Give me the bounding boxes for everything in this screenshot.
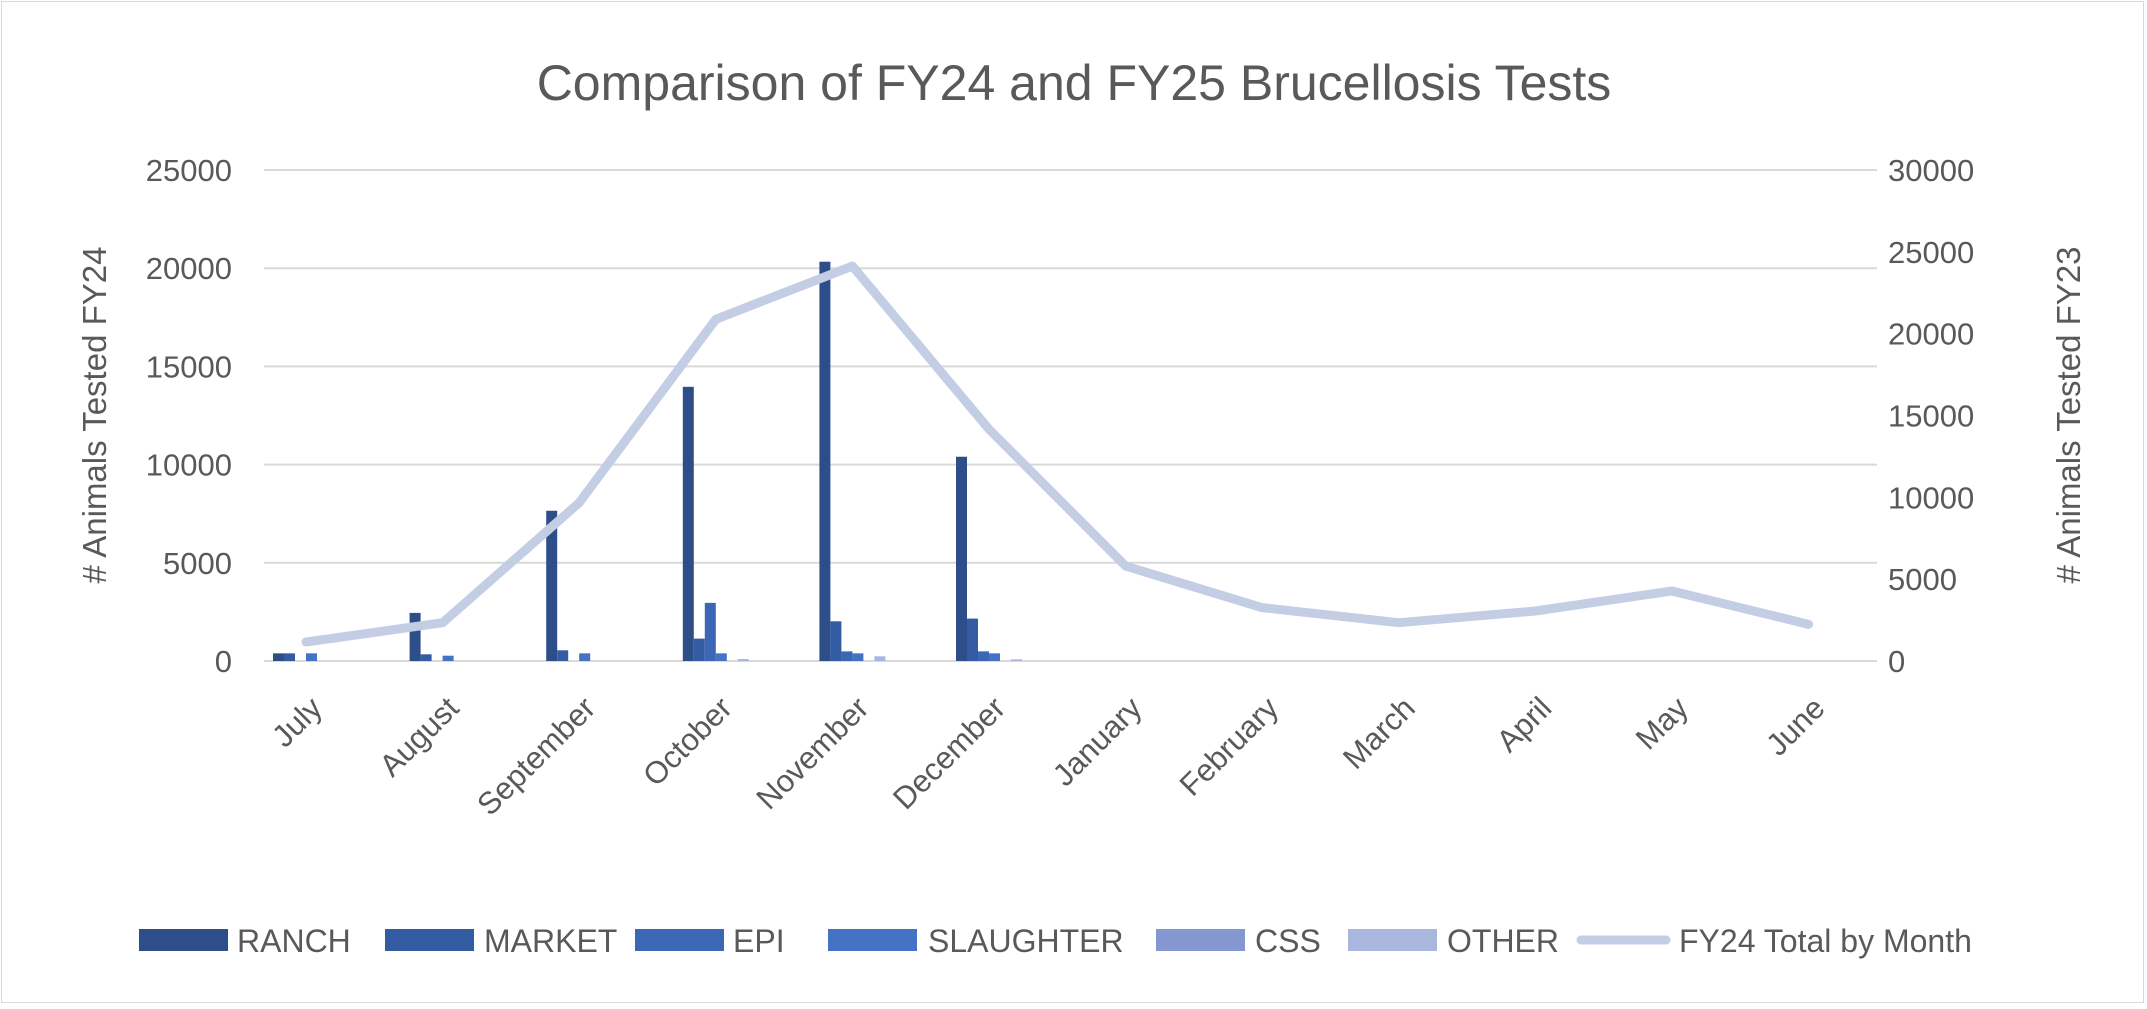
legend-swatch [139, 929, 228, 951]
right-axis-label: # Animals Tested FY23 [2050, 247, 2087, 584]
left-tick-label: 25000 [146, 153, 232, 188]
legend-swatch [1156, 929, 1245, 951]
x-tick-label: February [1173, 690, 1286, 803]
legend-label: OTHER [1447, 923, 1559, 959]
bar-market [967, 619, 978, 661]
x-tick-label: September [470, 690, 602, 822]
bar-other [1011, 659, 1022, 661]
right-tick-label: 30000 [1888, 153, 1974, 188]
gridlines [264, 170, 1877, 661]
bar-slaughter [443, 656, 454, 661]
left-tick-label: 0 [215, 644, 232, 679]
bar-other [874, 656, 885, 661]
bar-market [830, 621, 841, 661]
bar-market [557, 650, 568, 661]
bar-market [284, 653, 295, 661]
x-tick-label: November [749, 690, 875, 816]
bar-market [694, 639, 705, 661]
bar-ranch [956, 457, 967, 661]
right-tick-label: 0 [1888, 644, 1905, 679]
line-fy24-total [306, 266, 1809, 642]
left-tick-label: 10000 [146, 448, 232, 483]
x-tick-label: October [636, 690, 739, 793]
bar-epi [841, 651, 852, 661]
right-tick-label: 5000 [1888, 562, 1957, 597]
legend-swatch [635, 929, 724, 951]
bar-slaughter [306, 653, 317, 661]
bar-other [738, 659, 749, 661]
right-tick-label: 25000 [1888, 235, 1974, 270]
legend-label: FY24 Total by Month [1679, 923, 1972, 959]
bar-ranch [410, 613, 421, 661]
legend-label: RANCH [237, 923, 351, 959]
x-tick-label: January [1046, 690, 1149, 793]
x-tick-label: December [886, 690, 1012, 816]
legend: RANCH MARKET EPI SLAUGHTER CSS OTHER FY24 Tota… [139, 923, 1972, 959]
left-axis-label: # Animals Tested FY24 [76, 247, 113, 584]
bar-market [421, 654, 432, 661]
legend-swatch [1348, 929, 1437, 951]
bar-ranch [819, 262, 830, 661]
left-tick-label: 15000 [146, 349, 232, 384]
bar-epi [978, 651, 989, 661]
legend-item-other: OTHER [1348, 923, 1559, 959]
legend-item-fy24-total-by-month: FY24 Total by Month [1581, 923, 1972, 959]
bar-slaughter [579, 653, 590, 661]
legend-label: MARKET [484, 923, 617, 959]
left-axis-ticks: 0 5000 10000 15000 20000 25000 [146, 153, 232, 679]
left-tick-label: 5000 [163, 546, 232, 581]
chart-title: Comparison of FY24 and FY25 Brucellosis … [537, 55, 1612, 111]
legend-swatch [385, 929, 474, 951]
legend-item-market: MARKET [385, 923, 617, 959]
right-tick-label: 20000 [1888, 317, 1974, 352]
right-axis-ticks: 0 5000 10000 15000 20000 25000 30000 [1888, 153, 1974, 679]
bar-epi [705, 603, 716, 661]
bar-ranch [273, 653, 284, 661]
legend-item-ranch: RANCH [139, 923, 351, 959]
legend-label: CSS [1255, 923, 1321, 959]
bar-ranch [683, 387, 694, 661]
x-tick-label: August [373, 690, 466, 783]
legend-item-slaughter: SLAUGHTER [828, 923, 1124, 959]
x-tick-label: June [1759, 690, 1831, 762]
right-tick-label: 10000 [1888, 480, 1974, 515]
x-tick-label: March [1336, 690, 1422, 776]
legend-item-epi: EPI [635, 923, 785, 959]
bars [273, 262, 1022, 661]
bar-slaughter [852, 653, 863, 661]
legend-label: EPI [733, 923, 785, 959]
bar-slaughter [989, 653, 1000, 661]
right-tick-label: 15000 [1888, 399, 1974, 434]
bar-slaughter [716, 653, 727, 661]
left-tick-label: 20000 [146, 251, 232, 286]
x-tick-label: April [1490, 690, 1559, 759]
legend-swatch [828, 929, 917, 951]
x-tick-label: July [265, 690, 329, 754]
x-tick-label: May [1629, 690, 1696, 757]
legend-label: SLAUGHTER [928, 923, 1124, 959]
line-series [306, 266, 1809, 642]
legend-item-css: CSS [1156, 923, 1321, 959]
